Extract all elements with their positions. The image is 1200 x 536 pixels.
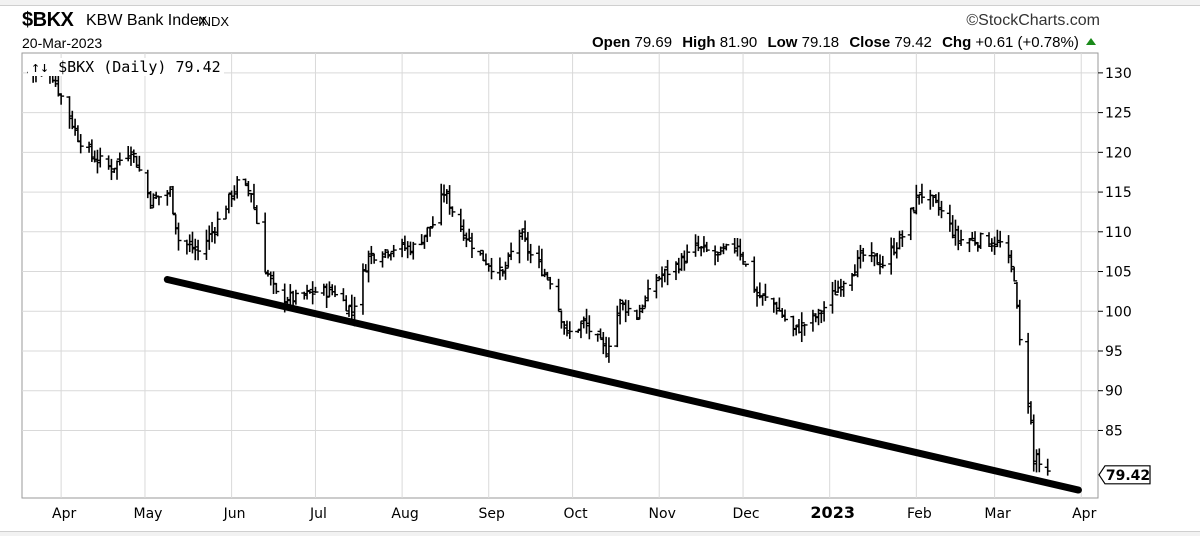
- x-tick-label: Jul: [309, 506, 327, 522]
- x-tick-label: May: [133, 506, 162, 522]
- close-value: 79.42: [894, 34, 932, 51]
- x-tick-label: Apr: [1072, 506, 1096, 522]
- bottom-border: [0, 531, 1200, 536]
- y-tick-label: 95: [1105, 344, 1123, 360]
- index-name: KBW Bank Index: [86, 12, 207, 29]
- chart-date: 20-Mar-2023: [22, 35, 103, 51]
- high-value: 81.90: [719, 34, 758, 51]
- chart-legend: ↑↓ $BKX (Daily) 79.42: [28, 58, 224, 76]
- trendline: [163, 275, 1082, 494]
- x-tick-label: Apr: [52, 506, 76, 522]
- high-label: High: [682, 34, 716, 51]
- up-arrow-icon: [1086, 38, 1096, 45]
- bars-icon: ↑↓: [31, 58, 50, 76]
- brand-link[interactable]: ©StockCharts.com: [966, 12, 1100, 29]
- y-tick-label: 120: [1105, 145, 1132, 161]
- symbol: $BKX: [22, 9, 74, 31]
- x-tick-label: Sep: [479, 506, 506, 522]
- x-tick-label: Aug: [391, 506, 418, 522]
- open-label: Open: [591, 34, 631, 51]
- x-tick-label: Feb: [907, 506, 932, 522]
- y-tick-label: 90: [1105, 384, 1123, 400]
- y-tick-label: 130: [1105, 66, 1132, 82]
- x-tick-label: Mar: [984, 506, 1011, 522]
- low-value: 79.18: [801, 34, 840, 51]
- chg-value: +0.61 (+0.78%): [975, 34, 1079, 51]
- exchange: INDX: [198, 14, 230, 29]
- y-tick-label: 105: [1105, 265, 1132, 281]
- x-tick-label: Oct: [563, 506, 588, 522]
- low-label: Low: [767, 34, 798, 51]
- legend-label: $BKX (Daily) 79.42: [58, 58, 221, 76]
- y-tick-label: 85: [1105, 423, 1123, 439]
- plot-area: [21, 52, 1099, 499]
- open-value: 79.69: [634, 34, 673, 51]
- x-tick-label: Nov: [649, 506, 676, 522]
- x-tick-label: Jun: [223, 506, 246, 522]
- quote-line: Open 79.69 High 81.90 Low 79.18 Close 79…: [592, 34, 1096, 51]
- close-label: Close: [849, 34, 891, 51]
- last-value-label: 79.42: [1106, 468, 1150, 484]
- y-tick-label: 125: [1105, 106, 1132, 122]
- y-tick-label: 100: [1105, 304, 1132, 320]
- x-tick-label: Dec: [733, 506, 760, 522]
- chg-label: Chg: [942, 34, 972, 51]
- y-tick-label: 110: [1105, 225, 1132, 241]
- x-tick-label: 2023: [810, 503, 855, 522]
- top-border: [0, 0, 1200, 6]
- last-value-marker: [1098, 465, 1151, 485]
- y-tick-label: 115: [1105, 185, 1132, 201]
